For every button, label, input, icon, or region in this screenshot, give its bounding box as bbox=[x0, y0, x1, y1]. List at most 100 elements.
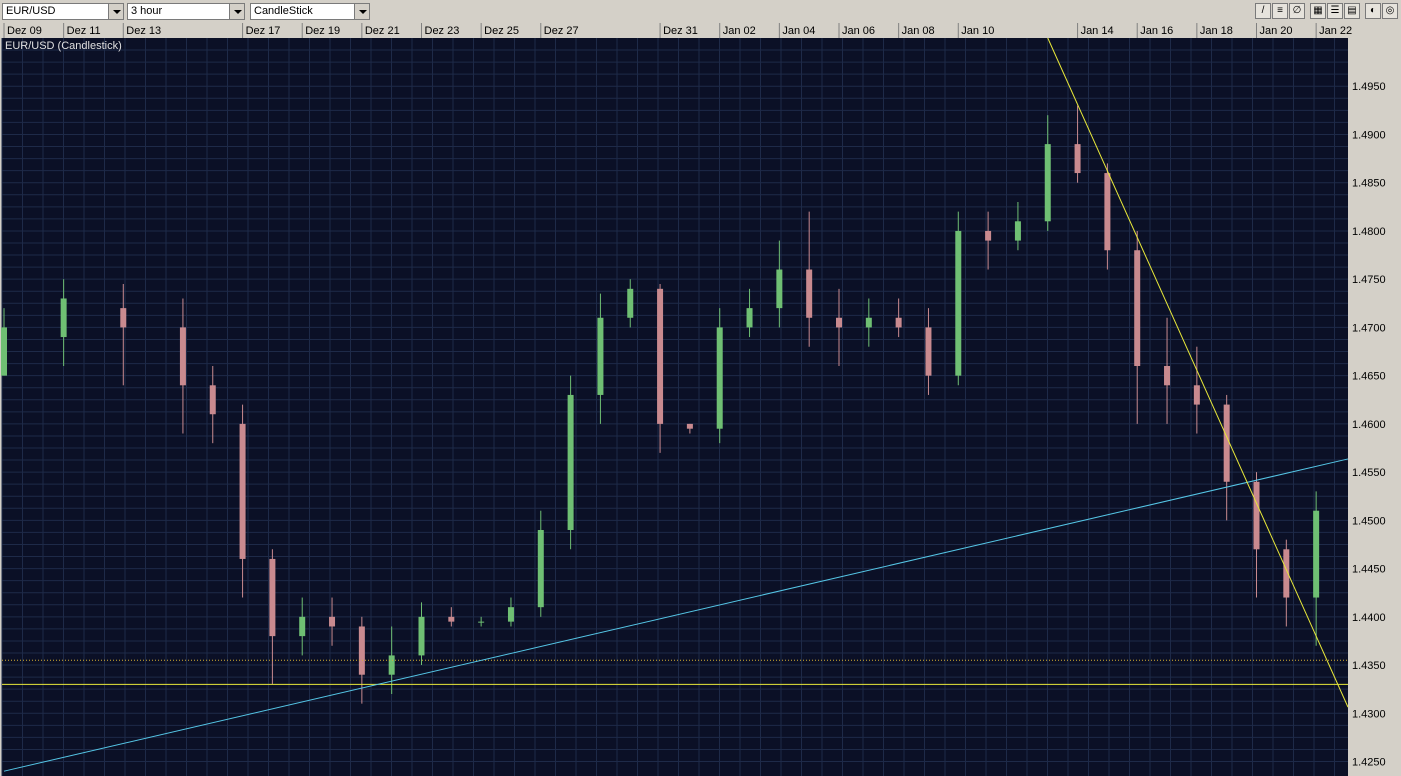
y-tick-label: 1.4700 bbox=[1352, 322, 1386, 334]
grid-icon[interactable]: ▦ bbox=[1310, 3, 1326, 19]
chevron-down-icon[interactable] bbox=[354, 3, 370, 20]
symbol-value: EUR/USD bbox=[6, 5, 56, 17]
candle-body bbox=[955, 230, 962, 376]
y-tick-label: 1.4250 bbox=[1352, 757, 1386, 769]
candle-body bbox=[507, 607, 514, 622]
y-tick-label: 1.4900 bbox=[1352, 129, 1386, 141]
candle-body bbox=[60, 298, 67, 338]
candle-body bbox=[1313, 510, 1320, 598]
candle-body bbox=[776, 269, 783, 309]
y-tick-label: 1.4600 bbox=[1352, 419, 1386, 431]
x-tick-label: Jan 10 bbox=[961, 25, 994, 37]
candle-body bbox=[836, 317, 842, 328]
x-tick-label: Jan 02 bbox=[723, 25, 756, 37]
x-tick-label: Jan 14 bbox=[1081, 25, 1114, 37]
x-tick-label: Jan 16 bbox=[1140, 25, 1173, 37]
y-tick-label: 1.4450 bbox=[1352, 564, 1386, 576]
candle-body bbox=[716, 327, 723, 429]
candle-body bbox=[865, 317, 872, 328]
y-axis-panel bbox=[1348, 38, 1401, 776]
x-tick-label: Dez 19 bbox=[305, 25, 340, 37]
chevron-down-icon[interactable] bbox=[229, 3, 245, 20]
toolbar: EUR/USD 3 hour CandleStick / ≡ ∅ ▦ ☰ ▤ ◐… bbox=[0, 0, 1401, 24]
chart-type-select[interactable]: CandleStick bbox=[250, 3, 370, 20]
candle-body bbox=[299, 616, 306, 637]
candle-body bbox=[1134, 250, 1141, 366]
candle-body bbox=[179, 327, 186, 386]
candle-body bbox=[478, 621, 485, 623]
chevron-down-icon[interactable] bbox=[108, 3, 124, 20]
candle-body bbox=[269, 558, 276, 637]
candle-body bbox=[985, 230, 992, 241]
x-tick-label: Jan 06 bbox=[842, 25, 875, 37]
candle-body bbox=[1253, 481, 1260, 550]
y-tick-label: 1.4850 bbox=[1352, 178, 1386, 190]
candle-body bbox=[746, 308, 753, 328]
x-tick-label: Jan 22 bbox=[1319, 25, 1352, 37]
candle-body bbox=[925, 327, 932, 376]
x-tick-label: Dez 27 bbox=[544, 25, 579, 37]
x-axis-ticks: Dez 09 Dez 11 Dez 13 Dez 17 Dez 19 Dez 21 Dez … bbox=[3, 23, 1352, 38]
candle-body bbox=[209, 385, 216, 415]
candles bbox=[1, 105, 1320, 704]
candle-body bbox=[358, 626, 365, 675]
time-axis-bar bbox=[0, 23, 1401, 38]
x-tick-label: Jan 08 bbox=[902, 25, 935, 37]
x-tick-label: Jan 20 bbox=[1260, 25, 1293, 37]
candle-body bbox=[657, 288, 664, 424]
chart-type-value: CandleStick bbox=[254, 5, 313, 17]
candle-body bbox=[567, 394, 574, 530]
draw-line-icon[interactable]: / bbox=[1255, 3, 1271, 19]
candle-body bbox=[1223, 404, 1230, 482]
candle-body bbox=[1044, 144, 1051, 222]
trendline-resistance bbox=[1047, 37, 1349, 708]
x-tick-label: Dez 31 bbox=[663, 25, 698, 37]
trendline-support bbox=[3, 458, 1349, 772]
erase-icon[interactable]: ∅ bbox=[1289, 3, 1305, 19]
candle-body bbox=[627, 288, 634, 318]
candle-body bbox=[1193, 385, 1200, 405]
price-chart[interactable]: Dez 09 Dez 11 Dez 13 Dez 17 Dez 19 Dez 21 Dez … bbox=[0, 23, 1401, 776]
x-tick-label: Dez 25 bbox=[484, 25, 519, 37]
candle-body bbox=[1104, 173, 1111, 251]
list-icon[interactable]: ☰ bbox=[1327, 3, 1343, 19]
drawn-lines bbox=[2, 37, 1349, 772]
y-tick-label: 1.4350 bbox=[1352, 660, 1386, 672]
candle-body bbox=[329, 616, 336, 627]
candle-body bbox=[895, 317, 902, 328]
x-tick-label: Dez 17 bbox=[246, 25, 281, 37]
circle-icon[interactable]: ◐ bbox=[1365, 3, 1381, 19]
horizontal-lines-icon[interactable]: ≡ bbox=[1272, 3, 1288, 19]
table-icon[interactable]: ▤ bbox=[1344, 3, 1360, 19]
candle-body bbox=[537, 530, 544, 608]
x-tick-label: Dez 09 bbox=[7, 25, 42, 37]
candle-body bbox=[1074, 144, 1081, 174]
candle-body bbox=[1164, 366, 1171, 386]
candle-body bbox=[418, 616, 425, 656]
x-tick-label: Dez 11 bbox=[67, 25, 101, 37]
y-tick-label: 1.4550 bbox=[1352, 467, 1386, 479]
timeframe-select[interactable]: 3 hour bbox=[127, 3, 245, 20]
candle-body bbox=[597, 317, 604, 395]
chart-title: EUR/USD (Candlestick) bbox=[5, 40, 122, 52]
y-tick-label: 1.4300 bbox=[1352, 708, 1386, 720]
x-tick-label: Dez 21 bbox=[365, 25, 400, 37]
settings-icon[interactable]: ◎ bbox=[1382, 3, 1398, 19]
timeframe-value: 3 hour bbox=[131, 5, 163, 17]
y-tick-label: 1.4400 bbox=[1352, 612, 1386, 624]
y-tick-label: 1.4500 bbox=[1352, 515, 1386, 527]
y-tick-label: 1.4950 bbox=[1352, 81, 1386, 93]
y-axis: 1.4250 1.4300 1.4350 1.4400 1.4450 1.4500 1.45… bbox=[1348, 38, 1401, 776]
x-tick-label: Jan 04 bbox=[782, 25, 815, 37]
y-tick-label: 1.4750 bbox=[1352, 274, 1386, 286]
candle-body bbox=[120, 308, 127, 328]
candle-body bbox=[806, 269, 813, 318]
x-tick-label: Dez 13 bbox=[126, 25, 161, 37]
y-tick-label: 1.4650 bbox=[1352, 371, 1386, 383]
x-tick-label: Dez 23 bbox=[425, 25, 460, 37]
symbol-select[interactable]: EUR/USD bbox=[2, 3, 124, 20]
candle-body bbox=[239, 423, 246, 559]
candle-body bbox=[1283, 549, 1290, 598]
candle-body bbox=[388, 655, 395, 675]
candle-body bbox=[1014, 221, 1021, 241]
